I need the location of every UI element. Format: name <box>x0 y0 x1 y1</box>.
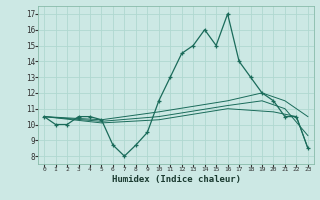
X-axis label: Humidex (Indice chaleur): Humidex (Indice chaleur) <box>111 175 241 184</box>
